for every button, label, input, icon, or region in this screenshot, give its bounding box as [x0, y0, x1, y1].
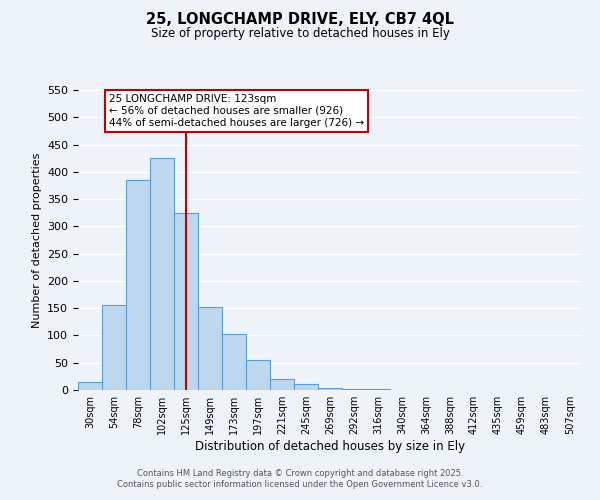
Text: Contains public sector information licensed under the Open Government Licence v3: Contains public sector information licen…: [118, 480, 482, 489]
X-axis label: Distribution of detached houses by size in Ely: Distribution of detached houses by size …: [195, 440, 465, 453]
Text: 25 LONGCHAMP DRIVE: 123sqm
← 56% of detached houses are smaller (926)
44% of sem: 25 LONGCHAMP DRIVE: 123sqm ← 56% of deta…: [109, 94, 364, 128]
Bar: [222, 334, 246, 390]
Text: 25, LONGCHAMP DRIVE, ELY, CB7 4QL: 25, LONGCHAMP DRIVE, ELY, CB7 4QL: [146, 12, 454, 28]
Bar: [126, 180, 150, 390]
Bar: [270, 379, 294, 390]
Bar: [198, 306, 222, 390]
Bar: [318, 388, 342, 390]
Y-axis label: Number of detached properties: Number of detached properties: [32, 152, 41, 328]
Bar: [294, 384, 318, 390]
Text: Size of property relative to detached houses in Ely: Size of property relative to detached ho…: [151, 28, 449, 40]
Bar: [78, 382, 102, 390]
Text: Contains HM Land Registry data © Crown copyright and database right 2025.: Contains HM Land Registry data © Crown c…: [137, 468, 463, 477]
Bar: [246, 360, 270, 390]
Bar: [102, 306, 126, 390]
Bar: [174, 212, 198, 390]
Bar: [150, 158, 174, 390]
